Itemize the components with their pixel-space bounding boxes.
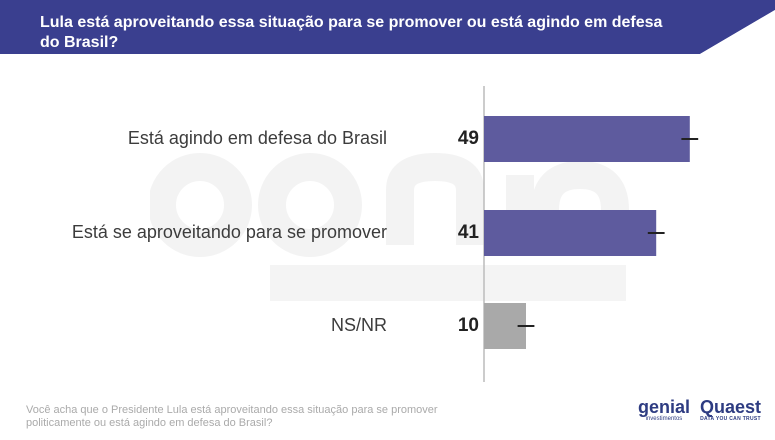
value-label-0: 49: [457, 128, 479, 149]
value-label-1: 41: [457, 222, 479, 243]
quaest-logo: Quaest DATA YOU CAN TRUST: [700, 398, 761, 423]
bar-1: [484, 210, 657, 256]
chart-title: Lula está aproveitando essa situação par…: [40, 14, 663, 51]
category-label-1: Está se aproveitando para se promover: [71, 222, 387, 242]
header-background: [0, 0, 775, 54]
footnote: Você acha que o Presidente Lula está apr…: [26, 404, 438, 429]
quaest-logo-name: Quaest: [699, 397, 761, 417]
header-banner: Lula está aproveitando essa situação par…: [0, 0, 775, 54]
value-label-2: 10: [457, 315, 479, 336]
category-label-2: NS/NR: [330, 315, 387, 335]
quaest-logo-tagline: DATA YOU CAN TRUST: [700, 416, 761, 422]
bar-0: [484, 116, 690, 162]
logos: genial investimentos Quaest DATA YOU CAN…: [638, 398, 761, 430]
category-label-0: Está agindo em defesa do Brasil: [127, 128, 387, 148]
genial-logo-sub: investimentos: [645, 416, 683, 422]
genial-logo: genial investimentos: [638, 398, 690, 423]
genial-logo-name: genial: [637, 397, 690, 417]
